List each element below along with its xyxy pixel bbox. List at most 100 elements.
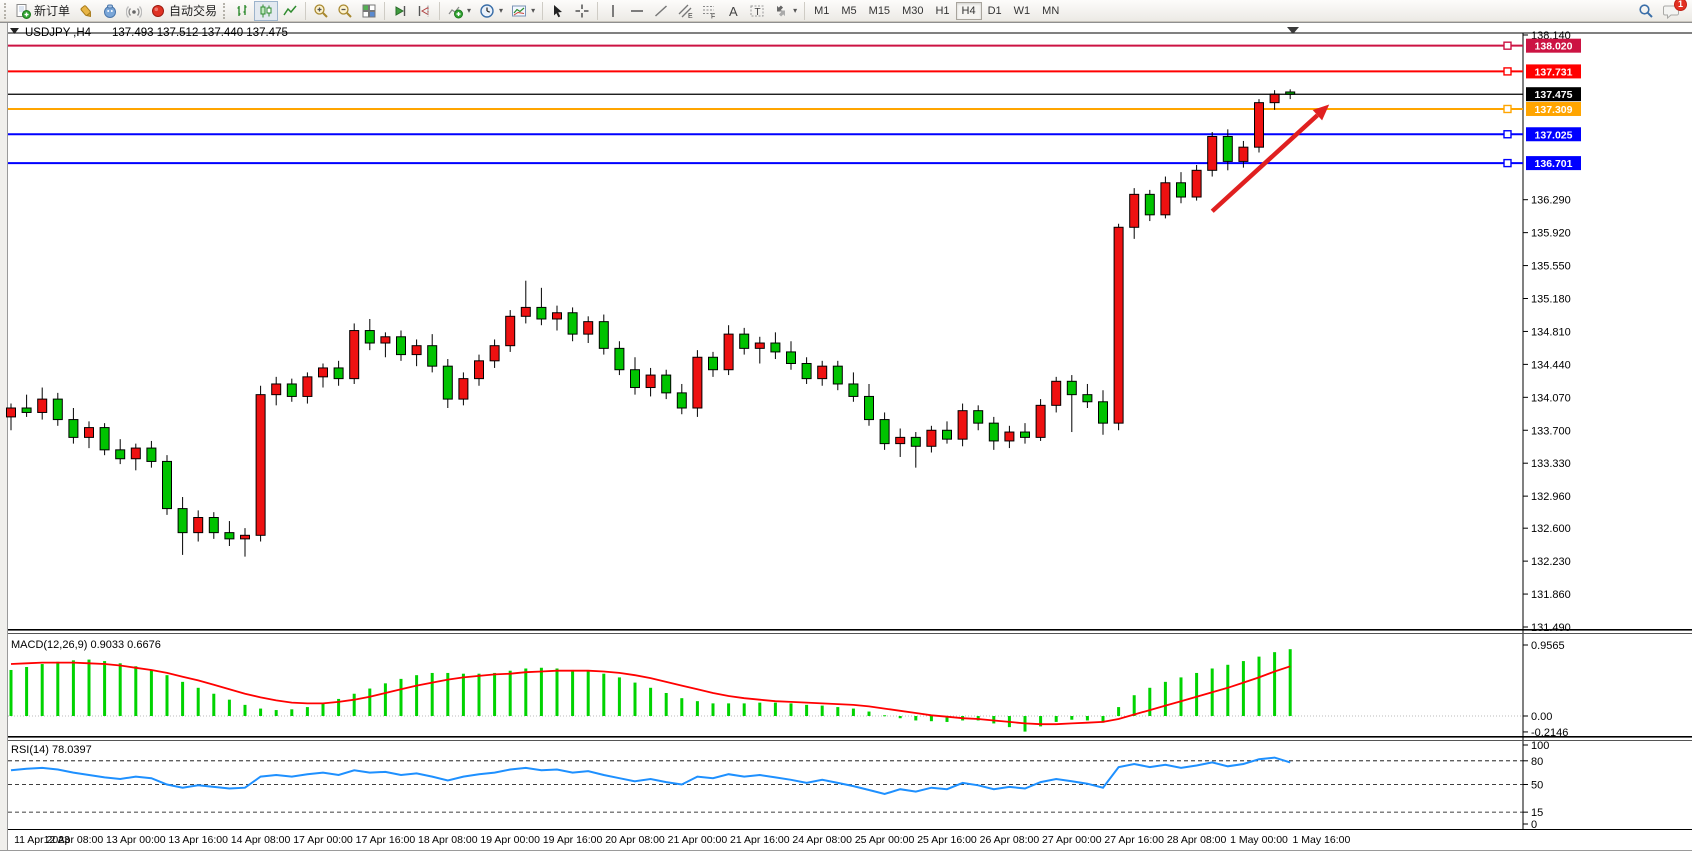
macd-histogram-bar: [555, 668, 559, 716]
text-button[interactable]: A: [721, 1, 745, 21]
time-label: 21 Apr 16:00: [730, 834, 790, 846]
macd-histogram-bar: [695, 701, 699, 716]
macd-histogram-bar: [477, 673, 481, 716]
zoom-out-button[interactable]: [333, 1, 357, 21]
timeframe-button-W1[interactable]: W1: [1008, 2, 1037, 20]
time-label: 20 Apr 08:00: [605, 834, 665, 846]
horizontal-line-button[interactable]: [625, 1, 649, 21]
macd-histogram-bar: [446, 672, 450, 716]
tile-windows-button[interactable]: [357, 1, 381, 21]
timeframe-button-M15[interactable]: M15: [863, 2, 896, 20]
hline-138.020[interactable]: [8, 41, 1523, 50]
hline-137.025[interactable]: [8, 130, 1523, 139]
timeframe-button-H1[interactable]: H1: [929, 2, 955, 20]
macd-histogram-bar: [1117, 707, 1121, 716]
cursor-button[interactable]: [546, 1, 570, 21]
bar-chart-button[interactable]: [230, 1, 254, 21]
timeframe-button-M1[interactable]: M1: [808, 2, 835, 20]
community-button[interactable]: [98, 1, 122, 21]
autotrade-status-icon: [150, 3, 166, 19]
timeframe-button-MN[interactable]: MN: [1036, 2, 1065, 20]
timeframe-button-H4[interactable]: H4: [955, 2, 982, 20]
indicators-button[interactable]: ▾: [443, 1, 475, 21]
price-tick: 134.810: [1531, 326, 1571, 338]
bar-chart-icon: [234, 3, 250, 19]
macd-histogram-bar: [929, 716, 933, 722]
trendline-button[interactable]: [649, 1, 673, 21]
crosshair-button[interactable]: [570, 1, 594, 21]
arrows-button[interactable]: ▾: [769, 1, 801, 21]
price-tick: 131.860: [1531, 589, 1571, 601]
hline-136.701[interactable]: [8, 158, 1523, 168]
signals-button[interactable]: [122, 1, 146, 21]
macd-histogram-bar: [399, 678, 403, 716]
label-button[interactable]: T: [745, 1, 769, 21]
chart-title-ohlc: 137.493 137.512 137.440 137.475: [112, 27, 288, 39]
price-axis[interactable]: 138.140136.290135.920135.550135.180134.8…: [1523, 30, 1581, 831]
macd-histogram-bar: [586, 671, 590, 716]
price-tick: 135.550: [1531, 261, 1571, 273]
price-tag: [1526, 38, 1581, 53]
chart-shift-button[interactable]: [412, 1, 436, 21]
periods-button[interactable]: ▾: [475, 1, 507, 21]
vertical-line-button[interactable]: [601, 1, 625, 21]
fibonacci-button[interactable]: F: [697, 1, 721, 21]
chart-shift-marker[interactable]: [1287, 27, 1299, 34]
macd-histogram-bar: [321, 703, 325, 716]
rsi-panel: [8, 756, 1523, 813]
line-chart-button[interactable]: [278, 1, 302, 21]
hline-137.309[interactable]: [8, 104, 1523, 114]
time-label: 17 Apr 00:00: [293, 834, 353, 846]
price-tag-label: 136.701: [1535, 158, 1573, 170]
toolbar-grip[interactable]: [4, 2, 9, 19]
window-border-left: [0, 23, 7, 851]
price-tick: 135.920: [1531, 228, 1571, 240]
autotrade-button[interactable]: 自动交易: [146, 1, 221, 21]
price-tag: [1526, 156, 1581, 171]
macd-histogram-bar: [820, 705, 824, 716]
channel-button[interactable]: E: [673, 1, 697, 21]
price-tag: [1526, 101, 1581, 116]
rsi-tick: 100: [1531, 740, 1549, 752]
macd-histogram-bar: [539, 667, 543, 716]
macd-tick: 0.00: [1531, 711, 1552, 723]
timeframe-button-M5[interactable]: M5: [835, 2, 862, 20]
templates-button[interactable]: ▾: [507, 1, 539, 21]
timeframe-button-M30[interactable]: M30: [896, 2, 929, 20]
text-icon: A: [725, 3, 741, 19]
zoom-in-button[interactable]: [309, 1, 333, 21]
symbol-dropdown-icon[interactable]: [10, 28, 19, 34]
macd-histogram-bar: [773, 702, 777, 716]
time-label: 24 Apr 08:00: [792, 834, 852, 846]
auto-scroll-button[interactable]: [388, 1, 412, 21]
price-tick: 133.330: [1531, 458, 1571, 470]
toolbar-grip[interactable]: [223, 2, 228, 19]
macd-histogram-bar: [71, 660, 75, 716]
price-tick: 134.070: [1531, 392, 1571, 404]
horizontal-price-lines[interactable]: [8, 41, 1523, 168]
chart-background: [0, 22, 1692, 851]
macd-histogram-bar: [727, 703, 731, 716]
timeframe-button-D1[interactable]: D1: [982, 2, 1008, 20]
candlestick-chart-button[interactable]: [254, 0, 279, 21]
trend-arrow[interactable]: [1210, 104, 1330, 213]
macd-histogram-bar: [1148, 687, 1152, 716]
hline-137.731[interactable]: [8, 67, 1523, 76]
price-tag: [1526, 127, 1581, 142]
cursor-arrow-icon: [550, 3, 566, 19]
macd-histogram-bar: [1054, 716, 1058, 722]
fibonacci-icon: F: [701, 3, 717, 20]
macd-histogram-bar: [181, 681, 185, 716]
price-tag-label: 137.025: [1535, 129, 1573, 141]
chart-area[interactable]: 138.140136.290135.920135.550135.180134.8…: [0, 22, 1692, 851]
new-order-button[interactable]: 新订单: [11, 1, 74, 21]
macd-histogram-bar: [758, 702, 762, 716]
macd-histogram-bar: [836, 707, 840, 716]
styler-button[interactable]: [74, 1, 98, 21]
macd-histogram-bar: [914, 716, 918, 721]
time-label: 25 Apr 00:00: [855, 834, 915, 846]
notifications-button[interactable]: 1: [1658, 0, 1687, 21]
search-button[interactable]: [1634, 1, 1658, 21]
community-icon: [102, 3, 118, 19]
